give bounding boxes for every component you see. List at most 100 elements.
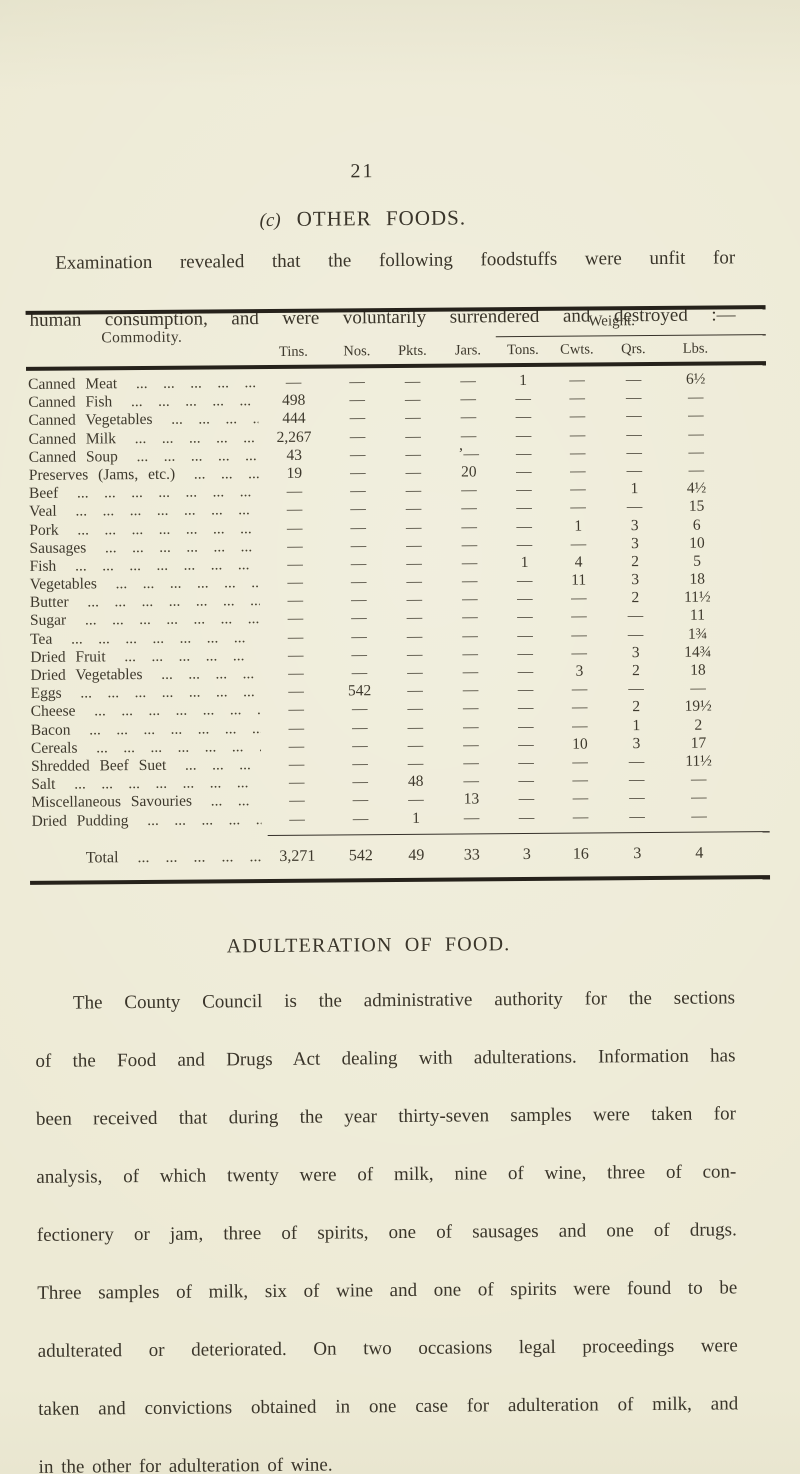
tins-value: — bbox=[289, 810, 305, 828]
qrs-value: 2 bbox=[631, 662, 640, 680]
nos-value: — bbox=[352, 809, 369, 827]
qrs-value: 3 bbox=[631, 571, 640, 589]
section-letter: (c) bbox=[259, 209, 281, 232]
qrs-value: 1 bbox=[630, 480, 639, 498]
tins-value: — bbox=[285, 373, 302, 391]
row-right-spacer bbox=[728, 406, 766, 424]
row-right-spacer bbox=[731, 734, 769, 752]
dot-leader: ... ... ... ... ... ... ... ... ... ... … bbox=[77, 519, 259, 539]
row-right-spacer bbox=[729, 552, 767, 570]
tons-value: — bbox=[515, 444, 532, 462]
commodity-label: Veal bbox=[29, 503, 57, 521]
jars-value: — bbox=[461, 499, 477, 517]
qrs-value: 1 bbox=[632, 716, 641, 734]
jars-value: — bbox=[460, 408, 477, 426]
nos-value: — bbox=[351, 591, 367, 609]
col-header-lbs: Lbs. bbox=[682, 340, 709, 357]
commodity-cell: Bacon ... ... ... ... ... ... ... ... ..… bbox=[29, 720, 261, 740]
total-qrs: 3 bbox=[633, 844, 642, 862]
pkts-value: — bbox=[406, 645, 423, 663]
total-nos: 542 bbox=[348, 846, 373, 865]
jars-value: — bbox=[462, 627, 478, 645]
cwts-value: — bbox=[571, 698, 588, 717]
nos-value: — bbox=[351, 646, 368, 664]
commodity-cell: Shredded Beef Suet ... ... ... ... ... .… bbox=[29, 756, 261, 776]
lbs-value: 10 bbox=[689, 534, 705, 552]
cwts-value: — bbox=[569, 426, 586, 444]
dot-leader: ... ... ... ... ... ... ... ... ... ... … bbox=[147, 810, 262, 829]
total-right-spacer bbox=[732, 840, 770, 866]
cwts-value: — bbox=[572, 717, 588, 735]
tons-value: — bbox=[515, 408, 532, 426]
weight-group-underline bbox=[495, 334, 766, 338]
nos-value: — bbox=[350, 500, 366, 518]
col-header-jars: Jars. bbox=[454, 342, 482, 359]
commodity-cell: Preserves (Jams, etc.) ... ... ... ... .… bbox=[27, 465, 259, 485]
nos-value: — bbox=[350, 518, 367, 536]
jars-value: — bbox=[462, 699, 479, 717]
nos-value: — bbox=[352, 718, 368, 736]
nos-value: — bbox=[350, 464, 366, 482]
pkts-value: — bbox=[405, 445, 422, 463]
pkts-value: — bbox=[408, 791, 424, 809]
qrs-value: 2 bbox=[631, 552, 639, 571]
tins-value: — bbox=[287, 610, 304, 628]
jars-value: — bbox=[463, 808, 480, 827]
dot-leader: ... ... ... ... ... ... ... ... ... ... … bbox=[161, 665, 260, 683]
total-row: Total ... ... ... ... ... ... ... ... ..… bbox=[30, 840, 770, 872]
tons-value: — bbox=[517, 626, 533, 644]
cwts-value: — bbox=[572, 771, 589, 789]
tins-value: — bbox=[288, 664, 304, 682]
tons-value: — bbox=[517, 662, 534, 681]
col-header-tins: Tins. bbox=[278, 343, 308, 360]
qrs-value: — bbox=[628, 753, 645, 771]
pkts-value: — bbox=[405, 481, 422, 500]
jars-value: ’— bbox=[458, 445, 480, 463]
lbs-value: 6 bbox=[692, 516, 701, 534]
tons-value: — bbox=[516, 517, 533, 535]
tins-value: — bbox=[288, 737, 305, 755]
pkts-value: — bbox=[406, 591, 423, 609]
tins-value: 498 bbox=[282, 391, 306, 410]
cwts-value: — bbox=[570, 498, 586, 516]
tins-value: 43 bbox=[286, 446, 303, 464]
commodity-label: Canned Soup bbox=[28, 447, 118, 466]
dot-leader: ... ... ... ... ... ... ... ... ... ... … bbox=[84, 610, 260, 629]
cwts-value: — bbox=[569, 371, 585, 389]
nos-value: — bbox=[351, 664, 368, 682]
tons-value: — bbox=[518, 790, 535, 808]
section-heading: (c) OTHER FOODS. bbox=[0, 203, 729, 234]
jars-value: — bbox=[463, 736, 479, 754]
lbs-value: 4½ bbox=[686, 479, 707, 497]
qrs-value: — bbox=[629, 789, 645, 807]
paragraph-line: analysis, of which twenty were of milk, … bbox=[36, 1161, 737, 1188]
commodity-cell: Sugar ... ... ... ... ... ... ... ... ..… bbox=[28, 611, 260, 631]
tons-value: — bbox=[516, 535, 533, 553]
paragraph-line: The County Council is the administrative… bbox=[72, 987, 736, 1014]
commodity-cell: Miscellaneous Savouries ... ... ... ... … bbox=[29, 792, 261, 812]
total-label: Total bbox=[85, 848, 119, 867]
jars-value: — bbox=[462, 681, 479, 699]
commodity-cell: Canned Vegetables ... ... ... ... ... ..… bbox=[26, 410, 258, 430]
nos-value: — bbox=[350, 573, 367, 591]
commodity-label: Sugar bbox=[29, 612, 67, 630]
row-right-spacer bbox=[731, 770, 769, 788]
row-right-spacer bbox=[730, 588, 768, 606]
commodity-label: Canned Milk bbox=[28, 429, 117, 448]
nos-value: 542 bbox=[347, 682, 372, 700]
row-right-spacer bbox=[730, 679, 768, 697]
lbs-value: — bbox=[688, 443, 705, 461]
pkts-value: — bbox=[405, 463, 422, 481]
row-right-spacer bbox=[730, 661, 768, 679]
col-header-qrs: Qrs. bbox=[621, 341, 646, 358]
surrendered-foodstuffs-table: Commodity. Weight. Tins. Nos. Pkts. Jars… bbox=[25, 305, 771, 885]
row-right-spacer bbox=[731, 752, 769, 770]
row-right-spacer bbox=[729, 497, 767, 515]
lbs-value: — bbox=[688, 425, 704, 443]
dot-leader: ... ... ... ... ... ... ... ... ... ... … bbox=[124, 647, 260, 665]
total-lbs: 4 bbox=[695, 844, 704, 862]
cwts-value: — bbox=[572, 753, 588, 771]
cwts-value: — bbox=[569, 444, 586, 462]
tins-value: 19 bbox=[286, 464, 303, 482]
lbs-value: 1¾ bbox=[687, 625, 708, 643]
